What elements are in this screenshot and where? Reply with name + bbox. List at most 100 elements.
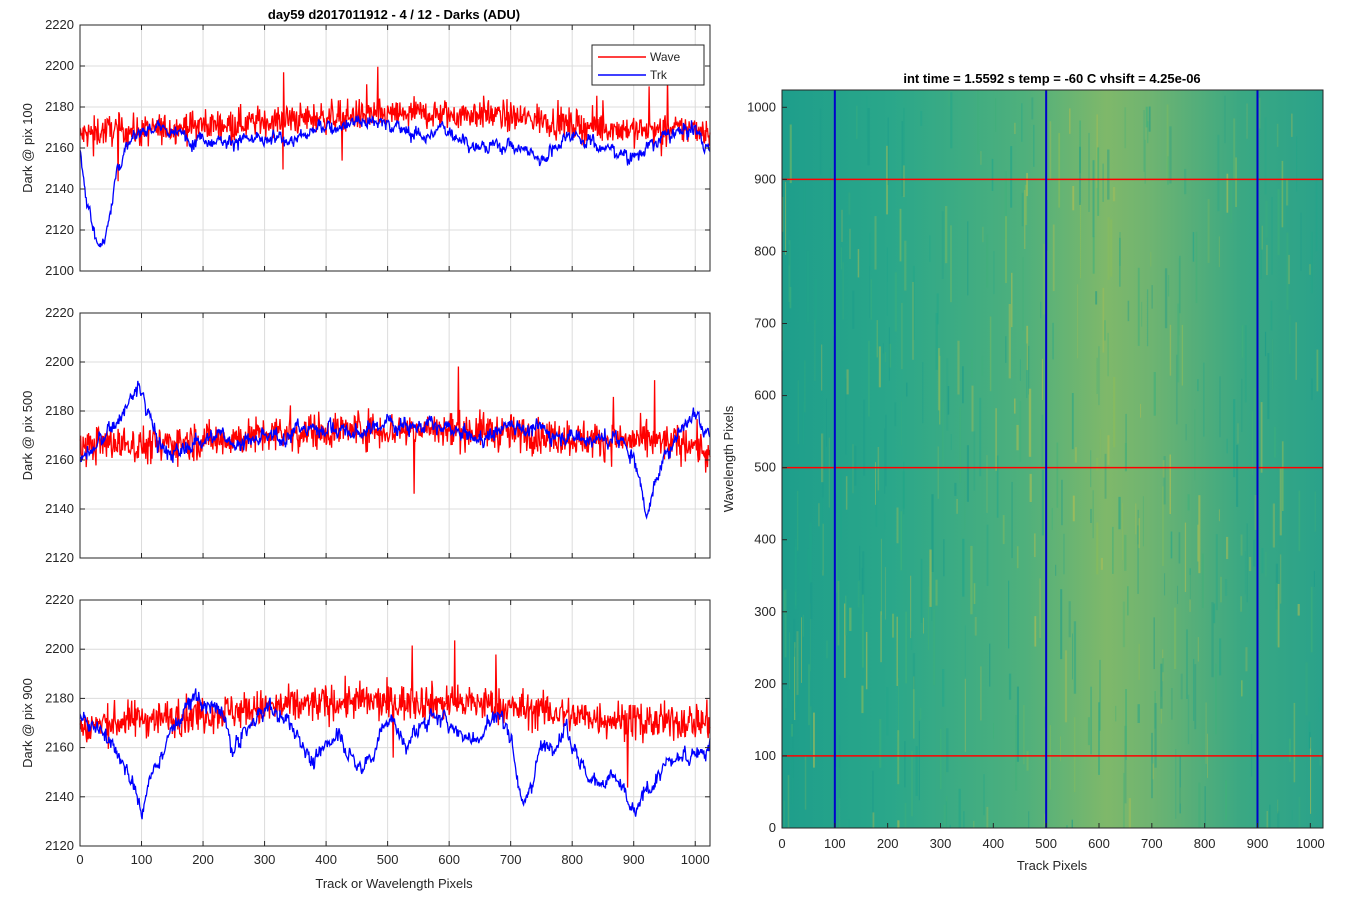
- heatmap-streak: [888, 327, 890, 381]
- heatmap-streak: [870, 279, 872, 320]
- heatmap-streak: [935, 313, 938, 370]
- heatmap-streak: [802, 402, 804, 445]
- heatmap-streak: [1161, 658, 1164, 673]
- heatmap-streak: [939, 355, 941, 425]
- heatmap-streak: [1096, 357, 1098, 394]
- heatmap-streak: [1169, 454, 1171, 514]
- heatmap-streak: [1088, 132, 1090, 212]
- heatmap-y-tick-label: 300: [754, 604, 776, 619]
- heatmap-streak: [1100, 557, 1103, 570]
- heatmap-streak: [910, 575, 912, 639]
- heatmap-streak: [1021, 103, 1023, 142]
- heatmap-streak: [1266, 244, 1268, 276]
- heatmap-streak: [829, 168, 831, 239]
- y-tick-label: 2180: [45, 99, 74, 114]
- y-tick-label: 2220: [45, 305, 74, 320]
- heatmap-streak: [945, 801, 947, 828]
- heatmap-streak: [1010, 146, 1013, 208]
- heatmap-streak: [822, 434, 824, 498]
- heatmap-streak: [1024, 184, 1028, 226]
- left-x-axis-label: Track or Wavelength Pixels: [315, 876, 473, 891]
- heatmap-streak: [1002, 515, 1005, 545]
- heatmap-y-tick-label: 1000: [747, 99, 776, 114]
- heatmap-streak: [1237, 423, 1239, 444]
- heatmap-streak: [1295, 322, 1297, 380]
- heatmap-streak: [1096, 457, 1099, 471]
- heatmap-streak: [814, 279, 817, 324]
- heatmap-streak: [888, 343, 892, 368]
- heatmap-streak: [1277, 799, 1279, 814]
- y-tick-label: 2160: [45, 452, 74, 467]
- heatmap-streak: [796, 631, 799, 695]
- heatmap-streak: [986, 234, 989, 288]
- heatmap-streak: [910, 631, 913, 650]
- heatmap-streak: [886, 247, 888, 316]
- heatmap-streak: [1043, 813, 1047, 827]
- heatmap-streak: [840, 247, 842, 270]
- heatmap-streak: [845, 595, 847, 636]
- heatmap-streak: [991, 158, 994, 191]
- heatmap-streak: [1203, 362, 1205, 437]
- heatmap-streak: [1178, 532, 1181, 564]
- heatmap-streak: [1241, 680, 1243, 697]
- heatmap-streak: [1265, 200, 1268, 238]
- heatmap-streak: [962, 366, 964, 404]
- heatmap-streak: [1276, 582, 1278, 646]
- heatmap-streak: [1193, 658, 1195, 721]
- heatmap-streak: [866, 95, 868, 142]
- heatmap-x-tick-label: 0: [778, 836, 785, 851]
- heatmap-streak: [1170, 531, 1173, 559]
- heatmap-streak: [894, 402, 897, 427]
- heatmap-streak: [814, 319, 816, 382]
- heatmap-streak: [1253, 539, 1256, 567]
- heatmap-streak: [794, 642, 796, 720]
- heatmap-streak: [835, 539, 838, 593]
- heatmap-streak: [1241, 378, 1243, 432]
- heatmap-streak: [1107, 149, 1110, 200]
- heatmap-streak: [1197, 637, 1199, 662]
- heatmap-streak: [1122, 503, 1124, 560]
- x-tick-label: 1000: [681, 852, 710, 867]
- heatmap-streak: [964, 625, 966, 677]
- heatmap-streak: [1026, 325, 1029, 371]
- heatmap-streak: [1197, 524, 1199, 562]
- heatmap-streak: [1265, 551, 1267, 577]
- heatmap-streak: [974, 616, 977, 636]
- heatmap-streak: [1079, 146, 1081, 205]
- y-tick-label: 2180: [45, 690, 74, 705]
- y-tick-label: 2100: [45, 263, 74, 278]
- heatmap-streak: [1119, 232, 1121, 266]
- heatmap-streak: [912, 653, 916, 690]
- x-tick-label: 900: [623, 852, 645, 867]
- heatmap-streak: [1264, 331, 1267, 357]
- heatmap-streak: [1277, 584, 1280, 648]
- heatmap-streak: [1277, 811, 1280, 828]
- heatmap-streak: [1146, 289, 1149, 347]
- heatmap-streak: [862, 551, 865, 604]
- heatmap-streak: [1226, 438, 1228, 454]
- heatmap-streak: [1110, 219, 1113, 277]
- legend-box: [591, 44, 705, 86]
- heatmap-streak: [806, 250, 810, 323]
- heatmap-streak: [1153, 617, 1155, 670]
- heatmap-streak: [1107, 217, 1110, 280]
- heatmap-streak: [1308, 264, 1311, 275]
- heatmap-streak: [1102, 287, 1105, 353]
- y-tick-label: 2160: [45, 740, 74, 755]
- heatmap-streak: [791, 724, 793, 737]
- heatmap-streak: [1189, 568, 1191, 600]
- y-tick-label: 2120: [45, 550, 74, 565]
- heatmap-x-tick-label: 600: [1088, 836, 1110, 851]
- heatmap-streak: [912, 265, 915, 340]
- heatmap-streak: [912, 282, 914, 360]
- heatmap-streak: [844, 603, 846, 678]
- heatmap-streak: [903, 107, 905, 178]
- heatmap-streak: [1137, 525, 1139, 594]
- heatmap-streak: [789, 632, 791, 689]
- heatmap-streak: [865, 632, 868, 690]
- heatmap-streak: [875, 462, 876, 505]
- heatmap-streak: [944, 725, 946, 776]
- heatmap-streak: [807, 548, 810, 575]
- heatmap-streak: [878, 346, 881, 388]
- axes-frame: [79, 312, 711, 559]
